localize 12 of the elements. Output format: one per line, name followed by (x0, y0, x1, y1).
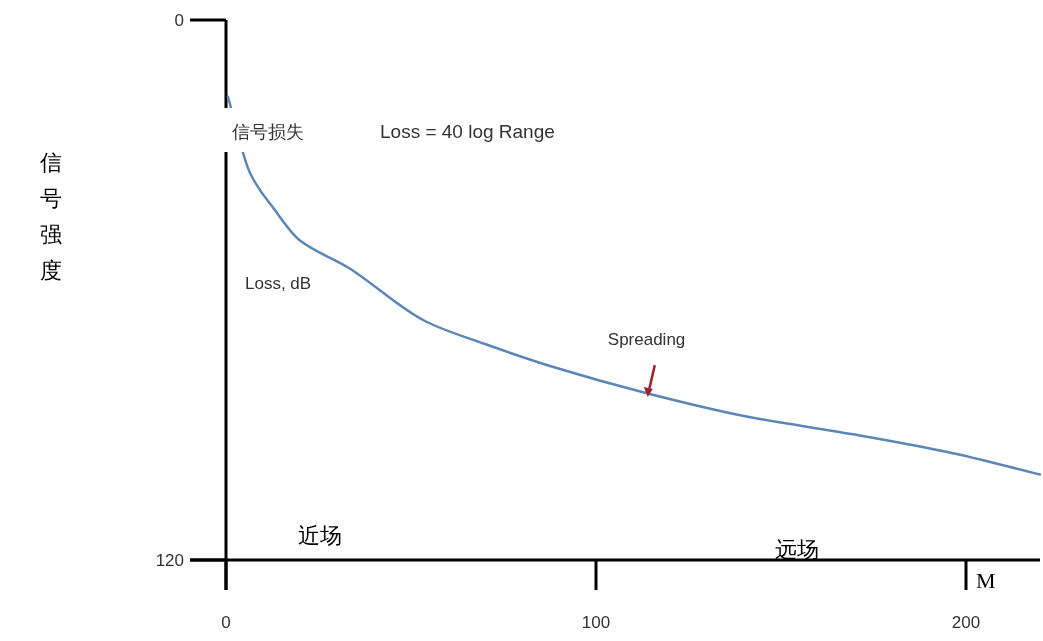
annotation: 近场 (298, 523, 342, 548)
annotation: Spreading (607, 330, 686, 350)
annotation: Loss, dB (245, 274, 312, 293)
x-tick-label: 200 (951, 613, 981, 632)
annotation: Loss = 40 log Range (380, 121, 555, 142)
y-tick-label: 120 (155, 551, 184, 570)
x-axis-title: M (976, 568, 996, 593)
x-tick-label: 0 (221, 613, 231, 632)
annotation: 信号损失 (232, 121, 304, 142)
x-tick-label: 100 (581, 613, 611, 632)
y-axis-title: 信号强度 (40, 150, 62, 283)
annotation: 远场 (775, 537, 819, 562)
